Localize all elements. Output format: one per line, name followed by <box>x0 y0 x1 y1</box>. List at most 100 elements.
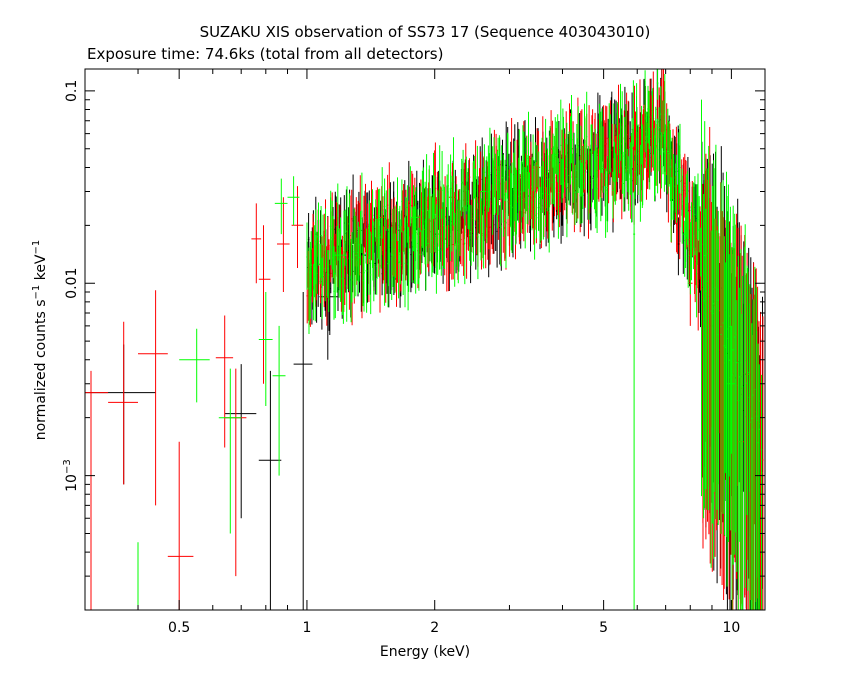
series-2-bin-204 <box>551 154 553 205</box>
series-2-bin-75 <box>396 177 399 241</box>
x-tick-label-2: 2 <box>430 620 439 636</box>
series-2-bin-269 <box>629 142 631 195</box>
series-2-bin-82 <box>405 196 407 248</box>
series-2-bin-30 <box>342 258 345 324</box>
series-2-bin-211 <box>560 99 562 185</box>
series-2-bin-88 <box>412 185 415 252</box>
series-2-bin-379 <box>760 374 763 560</box>
series-1-point-6 <box>251 203 262 284</box>
series-2-bin-266 <box>625 104 627 181</box>
series-2-bin-284 <box>647 85 649 144</box>
series-2-bin-286 <box>649 127 651 190</box>
series-2-bin-34 <box>346 186 348 252</box>
series-2-bin-263 <box>621 128 624 194</box>
series-2-bin-377 <box>758 364 761 610</box>
series-2-point-13 <box>656 69 659 100</box>
series-2-bin-192 <box>536 145 538 188</box>
series-2-bin-222 <box>572 132 575 203</box>
series-2-bin-235 <box>588 148 590 220</box>
series-2-bin-111 <box>438 145 441 220</box>
series-2-bin-230 <box>582 146 584 209</box>
series-2-bin-120 <box>449 188 452 261</box>
series-2-bin-112 <box>440 209 443 276</box>
series-1-bin-129 <box>461 207 463 267</box>
series-2-bin-32 <box>344 209 346 266</box>
series-2-bin-4 <box>310 231 312 297</box>
series-2-bin-169 <box>509 165 511 228</box>
series-2-bin-291 <box>655 106 657 186</box>
series-2-bin-226 <box>577 106 579 193</box>
series-2-bin-280 <box>642 124 644 206</box>
series-2-bin-299 <box>664 124 667 185</box>
series-2-bin-14 <box>322 214 324 286</box>
series-2-point-7 <box>334 217 347 302</box>
series-1-point-5 <box>224 368 247 577</box>
series-2-bin-233 <box>586 91 588 161</box>
series-2-bin-193 <box>538 151 540 232</box>
series-2-bin-2 <box>308 259 310 323</box>
y-tick-label-1: 0.01 <box>64 268 80 299</box>
series-2-bin-341 <box>716 230 718 510</box>
series-2-bin-48 <box>363 253 365 312</box>
series-2-bin-283 <box>645 111 648 169</box>
series-2-bin-130 <box>462 149 464 212</box>
x-tick-label-0: 0.5 <box>168 620 190 636</box>
series-2-point-11 <box>633 191 636 610</box>
series-1-bin-379 <box>762 316 764 610</box>
series-2-bin-352 <box>728 254 730 477</box>
series-2-bin-46 <box>361 172 363 253</box>
series-2-point-0 <box>133 542 143 611</box>
series-2-bin-255 <box>613 103 615 182</box>
series-1-bin-175 <box>516 139 518 203</box>
series-2-bin-362 <box>740 314 742 610</box>
series-2-bin-250 <box>606 156 609 233</box>
series-2-bin-200 <box>546 148 549 212</box>
series-2-bin-89 <box>413 206 416 284</box>
series-1-bin-48 <box>363 195 365 261</box>
y-axis-label-sup2: −1 <box>31 240 42 255</box>
series-2-bin-292 <box>656 118 659 194</box>
series-2-point-6 <box>287 176 300 226</box>
series-2-bin-301 <box>668 121 670 187</box>
series-2-bin-81 <box>404 217 406 308</box>
series-2-bin-375 <box>755 287 758 610</box>
series-2-bin-199 <box>544 118 547 178</box>
series-0-bin-57 <box>374 237 376 295</box>
series-1-bin-229 <box>581 109 583 169</box>
series-2-bin-350 <box>726 196 728 587</box>
series-2-bin-331 <box>704 121 706 509</box>
series-2-bin-313 <box>681 175 683 234</box>
series-2-bin-50 <box>365 228 368 296</box>
series-1-bin-248 <box>603 120 606 187</box>
series-2-bin-302 <box>669 130 672 202</box>
series-2-bin-148 <box>483 144 486 207</box>
series-1-bin-122 <box>452 224 454 280</box>
series-0-point-0 <box>85 344 156 485</box>
series-2-bin-249 <box>605 170 607 222</box>
series-2-bin-10 <box>317 202 320 266</box>
series-2-bin-329 <box>700 99 703 497</box>
series-2-bin-308 <box>675 154 678 223</box>
series-2-bin-267 <box>627 148 629 192</box>
series-2-bin-327 <box>698 196 700 253</box>
series-2-bin-87 <box>411 207 413 283</box>
series-2-bin-23 <box>333 246 335 320</box>
series-2-bin-179 <box>520 162 523 233</box>
series-1-point-2 <box>138 290 168 506</box>
series-2-bin-355 <box>732 205 734 565</box>
series-2-bin-332 <box>705 208 707 490</box>
series-2-bin-208 <box>555 121 558 175</box>
series-1-bin-133 <box>465 214 468 279</box>
series-2-bin-276 <box>637 124 639 195</box>
x-tick-label-4: 10 <box>722 620 740 636</box>
series-2-bin-265 <box>623 117 626 198</box>
series-2-bin-272 <box>632 80 635 147</box>
series-2-bin-189 <box>533 191 536 260</box>
series-2-bin-207 <box>554 117 556 174</box>
series-2-bin-225 <box>576 138 578 222</box>
series-2-bin-318 <box>687 212 689 288</box>
series-2-bin-186 <box>528 172 531 221</box>
series-2-bin-133 <box>465 156 468 212</box>
series-2-bin-143 <box>477 202 479 280</box>
series-2-bin-268 <box>628 156 630 211</box>
